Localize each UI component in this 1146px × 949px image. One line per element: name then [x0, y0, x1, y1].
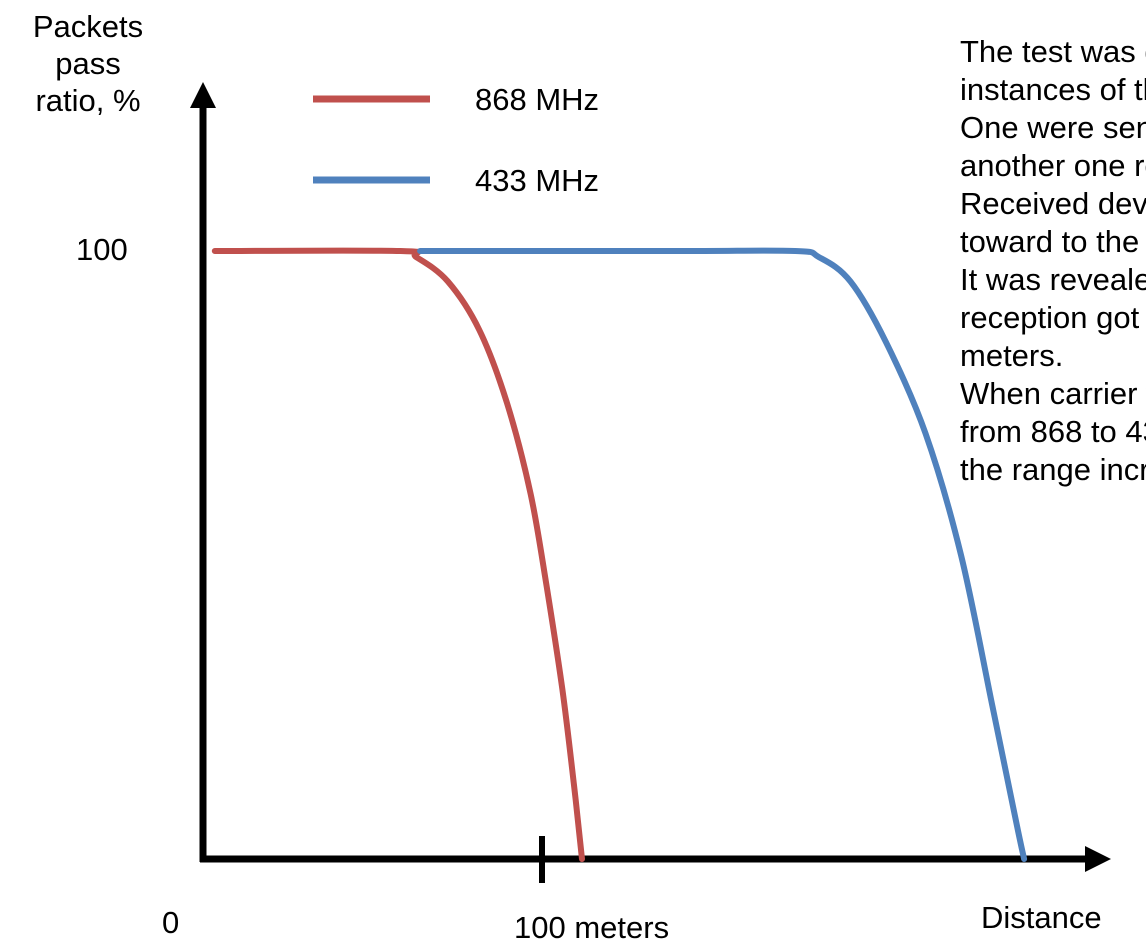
description-line-5: Received device was moving [960, 186, 1146, 221]
description-line-4: another one received them. [960, 148, 1146, 183]
y-tick-label-100: 100 [76, 232, 128, 267]
legend: 868 MHz 433 MHz [313, 82, 599, 198]
x-axis-label: Distance [981, 900, 1102, 935]
legend-label-0: 868 MHz [475, 82, 599, 117]
description-line-12: the range increased. [960, 452, 1146, 487]
description-line-1: The test was done with two [960, 34, 1146, 69]
y-axis-label-line-1: Packets [32, 9, 144, 44]
description-line-7: It was revealed that packets [960, 262, 1146, 297]
description-line-10: When carrier was changed [960, 376, 1146, 411]
y-axis-label: Packets pass ratio, % [0, 8, 176, 119]
y-axis-arrowhead [190, 82, 216, 108]
description-line-9: meters. [960, 338, 1064, 373]
description-line-3: One were sending packets, [960, 110, 1146, 145]
series-line-868-mhz [211, 247, 585, 862]
y-axis-label-line-2: pass [55, 46, 121, 81]
series-line-433-mhz [417, 247, 1028, 862]
description-line-6: toward to the sender. [960, 224, 1146, 259]
legend-label-1: 433 MHz [475, 163, 599, 198]
x-axis-arrowhead [1085, 846, 1111, 872]
description-line-8: reception got worse after 80 [960, 300, 1146, 335]
series-layer [211, 247, 1028, 862]
description-line-11: from 868 to 433 MHz, [960, 414, 1146, 449]
description-line-2: instances of the device. [960, 72, 1146, 107]
origin-label: 0 [162, 905, 180, 940]
description-text: The test was done with two instances of … [960, 33, 1146, 489]
x-tick-label: 100 meters [514, 910, 670, 945]
y-axis-label-line-3: ratio, % [35, 83, 141, 118]
